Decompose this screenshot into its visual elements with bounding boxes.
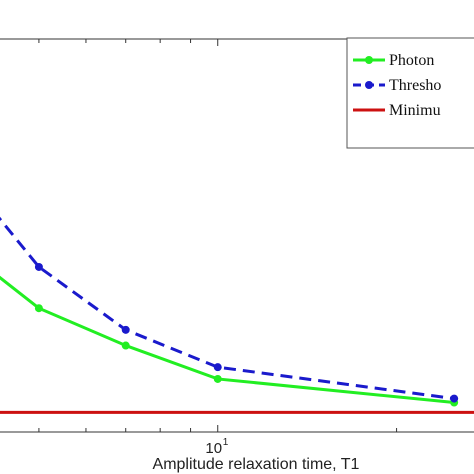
legend-marker-1	[365, 56, 373, 64]
series-marker-1	[213, 374, 222, 383]
series-marker-2	[450, 394, 459, 403]
series-line-1	[0, 275, 455, 405]
x-axis-label: Amplitude relaxation time, T1	[153, 456, 360, 473]
legend: Photon Thresho Minimu	[346, 37, 474, 149]
series-marker-1	[34, 304, 43, 313]
series-marker-2	[213, 363, 222, 372]
series-layer	[0, 216, 474, 414]
legend-label-1: Photon	[389, 52, 434, 69]
series-marker-2	[34, 262, 43, 271]
legend-label-3: Minimu	[389, 102, 441, 119]
x-ticks: 10 1	[38, 39, 398, 457]
legend-marker-2	[365, 81, 373, 89]
x-tick-label: 10	[205, 440, 222, 457]
x-tick-label-exponent: 1	[223, 437, 229, 448]
legend-label-2: Thresho	[389, 77, 441, 94]
series-line-2	[0, 216, 455, 401]
series-marker-2	[121, 325, 130, 334]
series-marker-1	[121, 341, 130, 350]
